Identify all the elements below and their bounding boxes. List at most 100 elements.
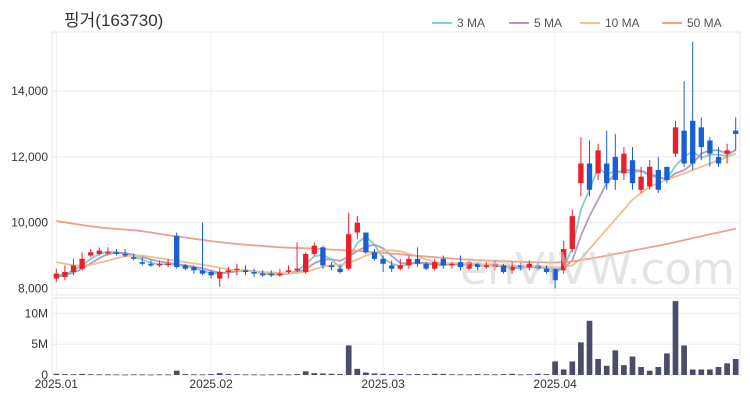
volume-bar xyxy=(457,374,464,376)
volume-bar xyxy=(509,373,515,375)
candle-body xyxy=(466,262,472,269)
volume-bar xyxy=(715,366,722,375)
volume-bar xyxy=(225,374,232,375)
legend-item: 3 MA xyxy=(432,16,485,30)
volume-bar xyxy=(165,374,171,376)
candle-body xyxy=(698,127,704,148)
candle-body xyxy=(139,262,145,264)
candle-body xyxy=(337,268,343,272)
volume-bar xyxy=(664,353,670,375)
candle xyxy=(492,260,498,271)
volume-bar xyxy=(526,374,533,376)
candle-body xyxy=(389,265,395,269)
volume-bar xyxy=(191,374,197,376)
candle-body xyxy=(122,253,128,256)
candle xyxy=(199,222,206,276)
candle xyxy=(629,147,636,190)
volume-bar xyxy=(500,374,507,375)
candle xyxy=(320,245,326,269)
volume-bar xyxy=(363,372,369,375)
candle-body xyxy=(500,265,507,272)
volume-bar xyxy=(638,366,644,375)
volume-bar xyxy=(707,369,713,375)
volume-bar xyxy=(277,374,283,376)
candle-body xyxy=(681,130,687,164)
watermark: enVIVW.com xyxy=(460,244,735,295)
candle-body xyxy=(70,265,77,272)
volume-bar xyxy=(199,374,206,376)
candle-body xyxy=(380,258,386,264)
candle-body xyxy=(724,150,730,154)
price-tick-label: 10,000 xyxy=(11,216,48,230)
price-plot-frame xyxy=(51,31,741,296)
candle xyxy=(285,265,292,274)
volume-bar xyxy=(113,374,120,376)
candle-body xyxy=(543,268,550,272)
volume-bar xyxy=(483,374,490,376)
candle-body xyxy=(225,270,231,272)
legend-label: 5 MA xyxy=(534,16,562,30)
candle xyxy=(277,268,283,277)
volume-bar xyxy=(371,373,378,375)
volume-tick-label: 0 xyxy=(41,368,48,382)
candle xyxy=(251,268,257,277)
candle-body xyxy=(311,245,317,254)
candle-body xyxy=(715,156,722,164)
candle xyxy=(432,258,438,271)
price-tick-label: 8,000 xyxy=(18,281,48,295)
candle xyxy=(139,257,145,266)
volume-bar xyxy=(655,366,662,375)
candle-body xyxy=(664,166,670,180)
volume-bar xyxy=(440,373,447,375)
volume-bar xyxy=(148,374,154,376)
candle xyxy=(389,260,395,272)
candle-body xyxy=(363,232,369,253)
volume-bar xyxy=(431,373,438,375)
candle-body xyxy=(354,222,360,233)
candle-body xyxy=(53,273,59,279)
axes: 8,000 10,000 12,000 14,000 0 5M 10M 2025.01 2025… xyxy=(11,84,577,391)
date-tick-label: 2025.01 xyxy=(35,377,79,391)
candle-body xyxy=(569,216,575,249)
candle-body xyxy=(690,120,696,164)
candle xyxy=(500,263,507,274)
candle xyxy=(148,260,154,268)
candle xyxy=(354,216,360,240)
volume-bar xyxy=(320,373,326,375)
volume-bars xyxy=(53,301,739,376)
volume-bar xyxy=(724,363,730,375)
candle-body xyxy=(148,263,154,266)
ma-line-50ma xyxy=(56,220,736,264)
candle-body xyxy=(397,265,403,269)
candle xyxy=(561,240,567,274)
legend-label: 10 MA xyxy=(605,16,640,30)
candle-body xyxy=(294,268,300,271)
candle xyxy=(260,270,266,277)
candle-body xyxy=(483,265,489,268)
legend-item: 50 MA xyxy=(662,16,722,30)
volume-bar xyxy=(698,369,705,375)
candle-body xyxy=(242,270,249,272)
candle xyxy=(569,209,575,253)
candle-body xyxy=(277,273,283,276)
candle xyxy=(466,260,472,271)
candle xyxy=(234,263,240,276)
candle xyxy=(449,262,455,269)
date-tick-label: 2025.02 xyxy=(189,377,233,391)
candle xyxy=(328,262,335,271)
volume-bar xyxy=(62,374,68,375)
candle-body xyxy=(208,271,214,276)
candle xyxy=(406,255,412,269)
candle-body xyxy=(199,270,206,274)
volume-bar xyxy=(259,374,266,376)
candle-body xyxy=(655,170,661,190)
candle-body xyxy=(733,130,739,134)
candle-body xyxy=(457,262,464,268)
candle xyxy=(586,140,593,197)
volume-bar xyxy=(105,374,111,376)
candle-body xyxy=(165,263,171,265)
candle-body xyxy=(449,263,455,266)
chart-title: 핑거(163730) xyxy=(64,11,163,30)
candle-body xyxy=(191,267,197,271)
